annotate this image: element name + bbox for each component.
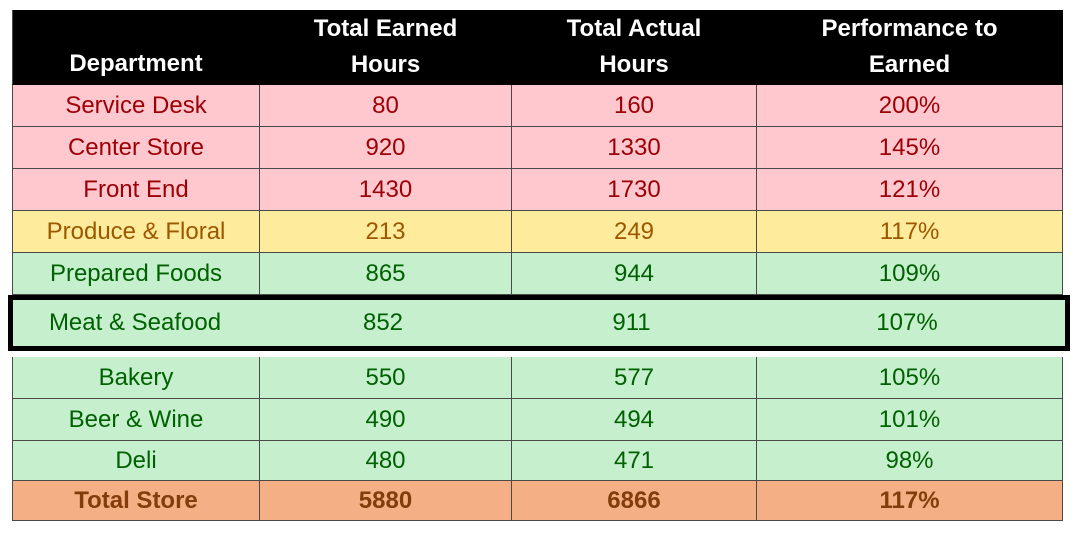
earned-hours-cell: 480 — [260, 441, 512, 481]
department-cell: Meat & Seafood — [48, 309, 222, 336]
earned-hours-cell: 852 — [362, 309, 404, 336]
performance-cell: 121% — [757, 169, 1063, 211]
total-department-cell: Total Store — [12, 481, 260, 521]
header-total-earned-hours: Total Earned Hours — [260, 10, 512, 85]
header-department-label: Department — [69, 50, 203, 77]
header-department: Department — [12, 10, 260, 85]
table-header-row: Department Total Earned Hours Total Actu… — [12, 10, 1063, 85]
table-row: Deli 480 471 98% — [12, 441, 1063, 481]
header-actual-line2: Hours — [599, 51, 669, 78]
performance-cell: 107% — [876, 309, 938, 336]
header-performance-line1: Performance to — [821, 15, 998, 42]
table-row: Center Store 920 1330 145% — [12, 127, 1063, 169]
table-row: Prepared Foods 865 944 109% — [12, 253, 1063, 295]
performance-cell: 101% — [757, 399, 1063, 441]
total-row: Total Store 5880 6866 117% — [12, 481, 1063, 521]
department-cell: Beer & Wine — [12, 399, 260, 441]
earned-hours-cell: 920 — [260, 127, 512, 169]
header-total-actual-hours: Total Actual Hours — [512, 10, 757, 85]
actual-hours-cell: 1730 — [512, 169, 757, 211]
actual-hours-cell: 944 — [512, 253, 757, 295]
actual-hours-cell: 911 — [612, 309, 651, 336]
performance-cell: 145% — [757, 127, 1063, 169]
table-row: Bakery 550 577 105% — [12, 357, 1063, 399]
performance-cell: 109% — [757, 253, 1063, 295]
actual-hours-cell: 471 — [512, 441, 757, 481]
header-actual-line1: Total Actual — [566, 15, 702, 42]
table-row: Beer & Wine 490 494 101% — [12, 399, 1063, 441]
header-performance-to-earned: Performance to Earned — [757, 10, 1063, 85]
department-cell: Bakery — [12, 357, 260, 399]
table-row: Produce & Floral 213 249 117% — [12, 211, 1063, 253]
header-performance-line2: Earned — [868, 51, 951, 78]
department-cell: Front End — [12, 169, 260, 211]
department-cell: Prepared Foods — [12, 253, 260, 295]
actual-hours-cell: 577 — [512, 357, 757, 399]
total-earned-hours-cell: 5880 — [260, 481, 512, 521]
header-earned-line1: Total Earned — [313, 15, 458, 42]
earned-hours-cell: 80 — [260, 85, 512, 127]
department-cell: Center Store — [12, 127, 260, 169]
earned-hours-cell: 213 — [260, 211, 512, 253]
earned-hours-cell: 865 — [260, 253, 512, 295]
performance-table: Department Total Earned Hours Total Actu… — [12, 10, 1063, 521]
highlighted-row: Meat & Seafood 852 911 107% — [8, 295, 1070, 351]
earned-hours-cell: 550 — [260, 357, 512, 399]
performance-cell: 105% — [757, 357, 1063, 399]
total-performance-cell: 117% — [757, 481, 1063, 521]
table-row: Front End 1430 1730 121% — [12, 169, 1063, 211]
total-actual-hours-cell: 6866 — [512, 481, 757, 521]
header-earned-line2: Hours — [350, 51, 421, 78]
department-cell: Deli — [12, 441, 260, 481]
department-cell: Produce & Floral — [12, 211, 260, 253]
earned-hours-cell: 490 — [260, 399, 512, 441]
actual-hours-cell: 160 — [512, 85, 757, 127]
actual-hours-cell: 249 — [512, 211, 757, 253]
department-cell: Service Desk — [12, 85, 260, 127]
actual-hours-cell: 494 — [512, 399, 757, 441]
performance-cell: 98% — [757, 441, 1063, 481]
performance-cell: 200% — [757, 85, 1063, 127]
table-row: Service Desk 80 160 200% — [12, 85, 1063, 127]
performance-cell: 117% — [757, 211, 1063, 253]
earned-hours-cell: 1430 — [260, 169, 512, 211]
actual-hours-cell: 1330 — [512, 127, 757, 169]
